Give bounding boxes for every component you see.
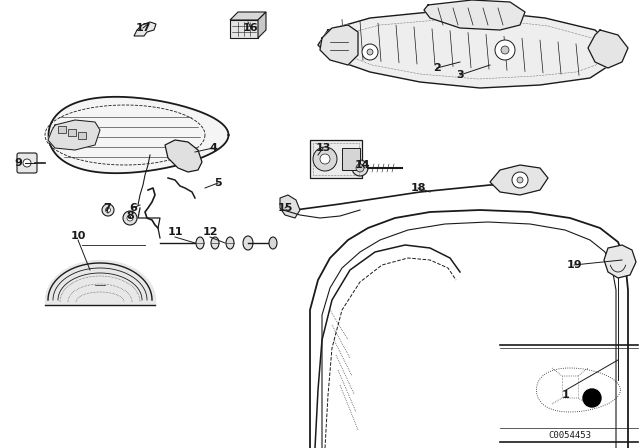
Polygon shape: [49, 97, 228, 173]
Circle shape: [102, 204, 114, 216]
Polygon shape: [320, 25, 358, 65]
Text: 12: 12: [202, 227, 218, 237]
Ellipse shape: [211, 237, 219, 249]
Text: 14: 14: [354, 160, 370, 170]
Circle shape: [583, 389, 601, 407]
Text: 18: 18: [410, 183, 426, 193]
Ellipse shape: [243, 236, 253, 250]
Bar: [342, 148, 360, 170]
Polygon shape: [48, 120, 100, 150]
Text: 3: 3: [456, 70, 464, 80]
Circle shape: [517, 177, 523, 183]
Circle shape: [362, 44, 378, 60]
Text: 11: 11: [167, 227, 183, 237]
Text: 13: 13: [316, 143, 331, 153]
Ellipse shape: [269, 237, 277, 249]
Circle shape: [495, 40, 515, 60]
Text: 2: 2: [433, 63, 441, 73]
Circle shape: [313, 147, 337, 171]
Polygon shape: [604, 245, 636, 278]
Circle shape: [501, 46, 509, 54]
Polygon shape: [588, 30, 628, 68]
Text: 17: 17: [135, 23, 151, 33]
Polygon shape: [318, 12, 615, 88]
Bar: [78, 132, 86, 139]
Circle shape: [123, 211, 137, 225]
Polygon shape: [134, 22, 156, 36]
Polygon shape: [230, 12, 266, 20]
Text: 8: 8: [126, 211, 134, 221]
Polygon shape: [424, 0, 525, 30]
Text: 1: 1: [562, 390, 570, 400]
Circle shape: [23, 159, 31, 167]
Ellipse shape: [226, 237, 234, 249]
Text: 6: 6: [129, 203, 137, 213]
Text: 5: 5: [214, 178, 222, 188]
Circle shape: [127, 215, 133, 221]
Polygon shape: [165, 140, 202, 172]
Text: 10: 10: [70, 231, 86, 241]
Text: C0054453: C0054453: [548, 431, 591, 439]
Polygon shape: [280, 195, 300, 218]
Polygon shape: [230, 20, 258, 38]
Text: 16: 16: [243, 23, 259, 33]
Polygon shape: [258, 12, 266, 38]
Bar: [68, 129, 76, 136]
Bar: [313, 143, 359, 175]
FancyBboxPatch shape: [310, 140, 362, 178]
Text: 15: 15: [277, 203, 292, 213]
Circle shape: [320, 154, 330, 164]
Circle shape: [356, 164, 364, 172]
FancyBboxPatch shape: [17, 153, 37, 173]
Ellipse shape: [196, 237, 204, 249]
Bar: [58, 126, 66, 133]
Text: 4: 4: [209, 143, 217, 153]
Text: 7: 7: [103, 203, 111, 213]
Circle shape: [106, 207, 111, 212]
Circle shape: [512, 172, 528, 188]
Polygon shape: [490, 165, 548, 195]
Circle shape: [367, 49, 373, 55]
Circle shape: [352, 160, 368, 176]
Text: 9: 9: [14, 158, 22, 168]
Text: 19: 19: [566, 260, 582, 270]
